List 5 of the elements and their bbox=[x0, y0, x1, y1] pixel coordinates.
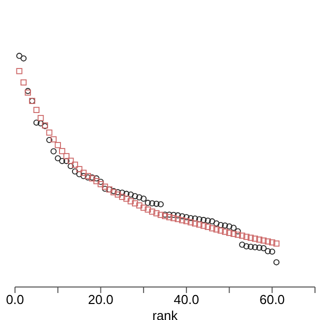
x-tick-label: 60.0 bbox=[259, 292, 285, 308]
x-tick-label: 40.0 bbox=[174, 292, 200, 308]
x-axis-title: rank bbox=[152, 308, 178, 320]
x-tick-label: 20.0 bbox=[88, 292, 114, 308]
x-tick-label: 0.0 bbox=[6, 292, 24, 308]
